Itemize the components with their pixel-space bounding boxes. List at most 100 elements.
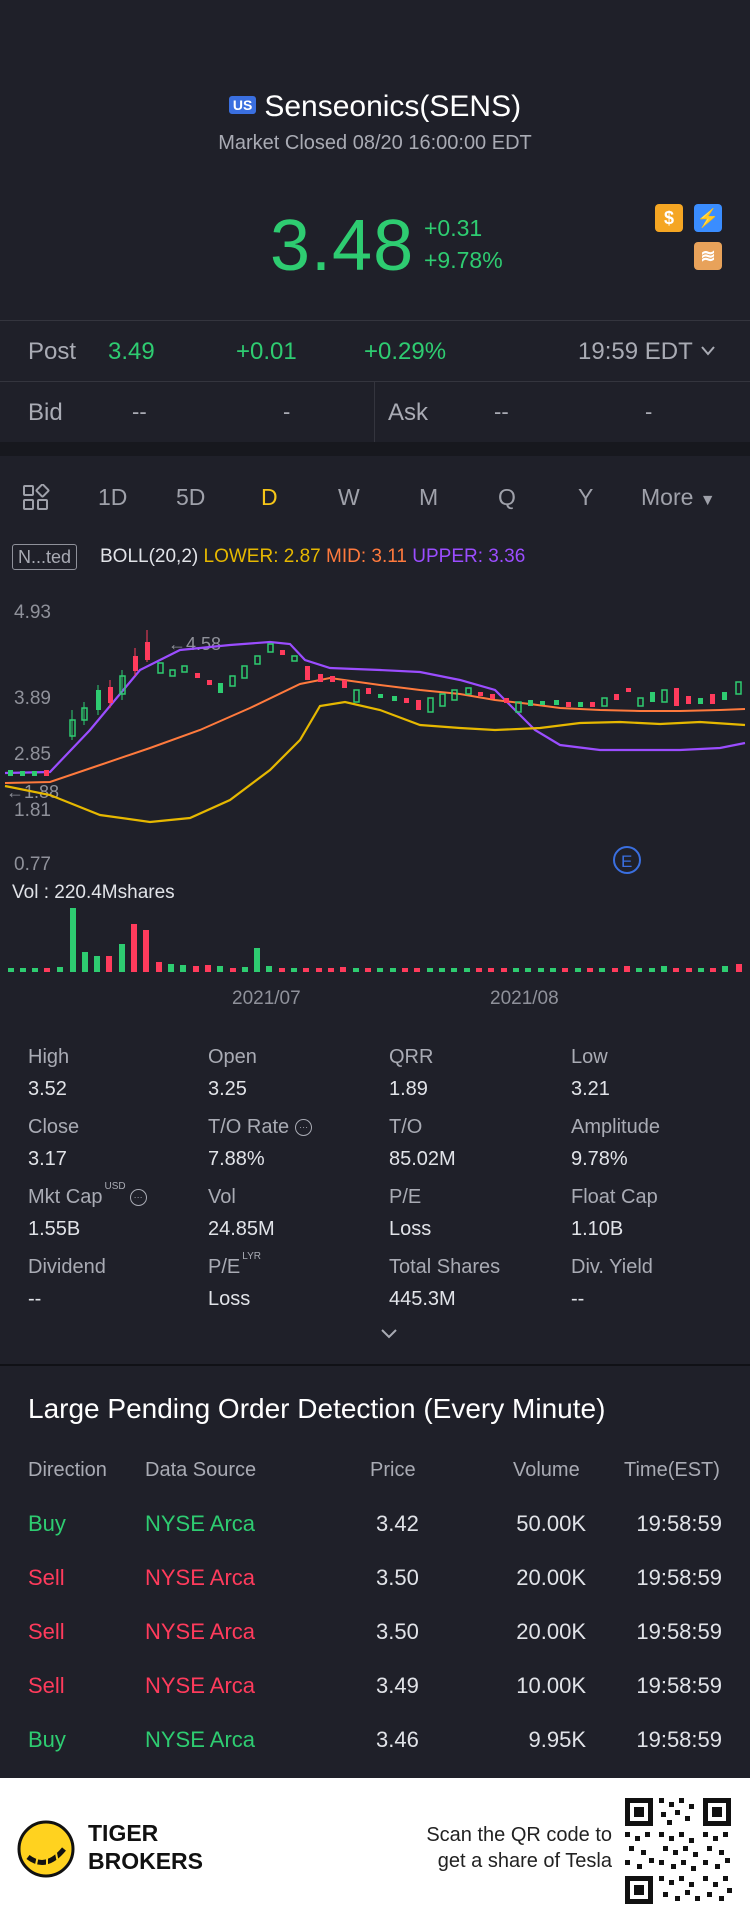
- order-direction: Sell: [28, 1673, 65, 1698]
- candlestick-chart[interactable]: 4.93 3.89 2.85 1.81 0.77 ←4.58 ←1.88: [0, 590, 750, 1010]
- boll-upper: UPPER: 3.36: [412, 546, 526, 567]
- y-tick: 1.81: [14, 800, 51, 821]
- stat-value-low: 3.21: [571, 1078, 610, 1100]
- boll-mid: MID: 3.11: [326, 546, 407, 567]
- stat-label-float-cap: Float Cap: [571, 1186, 658, 1208]
- stat-label-close: Close: [28, 1116, 80, 1138]
- stat-label-pe-lyr-text: P/E: [208, 1256, 241, 1278]
- stat-value-to: 85.02M: [389, 1148, 456, 1170]
- brand-line-1: TIGER: [88, 1820, 159, 1846]
- stat-value-qrr: 1.89: [389, 1078, 428, 1100]
- stat-label-dividend: Dividend: [28, 1256, 106, 1278]
- candles: [8, 630, 742, 776]
- price-change-pct: +9.78%: [424, 247, 503, 273]
- stat-value-pe: Loss: [389, 1218, 432, 1240]
- tab-5d[interactable]: 5D: [176, 484, 206, 510]
- tab-more[interactable]: More ▼: [641, 484, 716, 511]
- order-time: 19:58:59: [636, 1727, 722, 1752]
- grid-layout-icon[interactable]: [22, 484, 50, 512]
- adjust-button[interactable]: N...ted: [12, 544, 78, 570]
- stock-title: Senseonics(SENS): [264, 90, 522, 123]
- chevron-down-icon[interactable]: [700, 345, 716, 357]
- last-price: 3.48: [270, 206, 415, 286]
- education-icon[interactable]: ≋: [694, 242, 722, 270]
- stat-label-to-rate-text: T/O Rate: [208, 1116, 290, 1138]
- stat-value-pe-lyr: Loss: [208, 1288, 251, 1310]
- x-tick: 2021/08: [490, 988, 559, 1009]
- tab-d[interactable]: D: [261, 484, 278, 510]
- stat-value-mkt-cap: 1.55B: [28, 1218, 81, 1240]
- order-direction: Sell: [28, 1619, 65, 1644]
- qr-code-icon[interactable]: [623, 1796, 733, 1906]
- earnings-event-icon[interactable]: [613, 846, 641, 874]
- ask-size: -: [645, 399, 653, 424]
- stock-title-row: US Senseonics(SENS): [0, 90, 750, 124]
- bid-ask-separator: [374, 382, 375, 442]
- post-change: +0.01: [236, 338, 297, 365]
- divider: [0, 320, 750, 321]
- col-volume: Volume: [513, 1459, 580, 1481]
- scan-text-2: get a share of Tesla: [437, 1850, 612, 1872]
- tab-q[interactable]: Q: [498, 484, 516, 510]
- col-data-source: Data Source: [145, 1459, 257, 1481]
- stat-label-open: Open: [208, 1046, 257, 1068]
- brand-line-2: BROKERS: [88, 1848, 204, 1874]
- earnings-event-label: E: [621, 852, 632, 871]
- stat-label-vol: Vol: [208, 1186, 236, 1208]
- order-direction: Buy: [28, 1511, 66, 1536]
- tab-w[interactable]: W: [338, 484, 360, 510]
- market-badge: US: [228, 96, 257, 115]
- expand-chevron-icon[interactable]: [380, 1328, 398, 1340]
- order-time: 19:58:59: [636, 1673, 722, 1698]
- order-source: NYSE Arca: [145, 1619, 256, 1644]
- market-status: Market Closed 08/20 16:00:00 EDT: [218, 132, 532, 154]
- tab-1d[interactable]: 1D: [98, 484, 128, 510]
- y-tick: 0.77: [14, 854, 51, 875]
- dollar-icon[interactable]: $: [655, 204, 683, 232]
- order-volume: 10.00K: [516, 1673, 586, 1698]
- bid-label: Bid: [28, 399, 63, 426]
- order-price: 3.50: [376, 1565, 419, 1590]
- post-market-row[interactable]: Post 3.49 +0.01 +0.29% 19:59 EDT: [0, 321, 750, 381]
- post-change-pct: +0.29%: [364, 338, 447, 365]
- stat-label-amplitude: Amplitude: [571, 1116, 660, 1138]
- info-icon[interactable]: ···: [129, 1189, 147, 1207]
- bid-ask-row: Bid -- - Ask -- -: [0, 382, 750, 442]
- stat-value-dividend: --: [28, 1288, 42, 1310]
- lyr-sup: LYR: [242, 1251, 261, 1262]
- tiger-logo-icon: [17, 1820, 75, 1878]
- stat-value-high: 3.52: [28, 1078, 67, 1100]
- order-price: 3.49: [376, 1673, 419, 1698]
- order-source: NYSE Arca: [145, 1673, 256, 1698]
- tab-y[interactable]: Y: [578, 484, 594, 510]
- post-label: Post: [28, 338, 77, 365]
- y-axis-labels: 4.93 3.89 2.85 1.81 0.77: [14, 602, 51, 875]
- order-source: NYSE Arca: [145, 1565, 256, 1590]
- caret-down-icon: ▼: [699, 492, 716, 509]
- stat-value-div-yield: --: [571, 1288, 585, 1310]
- stat-label-to-rate: T/O Rate ···: [208, 1116, 313, 1139]
- lightning-icon[interactable]: ⚡: [694, 204, 722, 232]
- stat-value-amplitude: 9.78%: [571, 1148, 628, 1170]
- stat-value-float-cap: 1.10B: [571, 1218, 624, 1240]
- tab-more-label: More: [641, 484, 694, 510]
- tab-m[interactable]: M: [419, 484, 439, 510]
- order-source: NYSE Arca: [145, 1511, 256, 1536]
- info-icon[interactable]: ···: [295, 1119, 313, 1137]
- ask-price: --: [494, 399, 509, 424]
- order-volume: 20.00K: [516, 1565, 586, 1590]
- boll-indicator: BOLL(20,2) LOWER: 2.87 MID: 3.11 UPPER: …: [100, 546, 525, 568]
- order-volume: 20.00K: [516, 1619, 586, 1644]
- quote-header: US Senseonics(SENS) Market Closed 08/20 1…: [0, 0, 750, 320]
- stat-value-vol: 24.85M: [208, 1218, 275, 1240]
- stat-label-mkt-cap-text: Mkt Cap: [28, 1186, 103, 1208]
- order-price: 3.46: [376, 1727, 419, 1752]
- promo-footer: TIGER BROKERS Scan the QR code to get a …: [0, 1778, 750, 1924]
- bid-size: -: [283, 399, 291, 424]
- ask-label: Ask: [388, 399, 429, 426]
- stat-value-total-shares: 445.3M: [389, 1288, 456, 1310]
- y-tick: 2.85: [14, 744, 51, 765]
- order-volume: 9.95K: [528, 1727, 587, 1752]
- stat-label-high: High: [28, 1046, 70, 1068]
- stat-label-mkt-cap: Mkt Cap USD···: [28, 1181, 147, 1209]
